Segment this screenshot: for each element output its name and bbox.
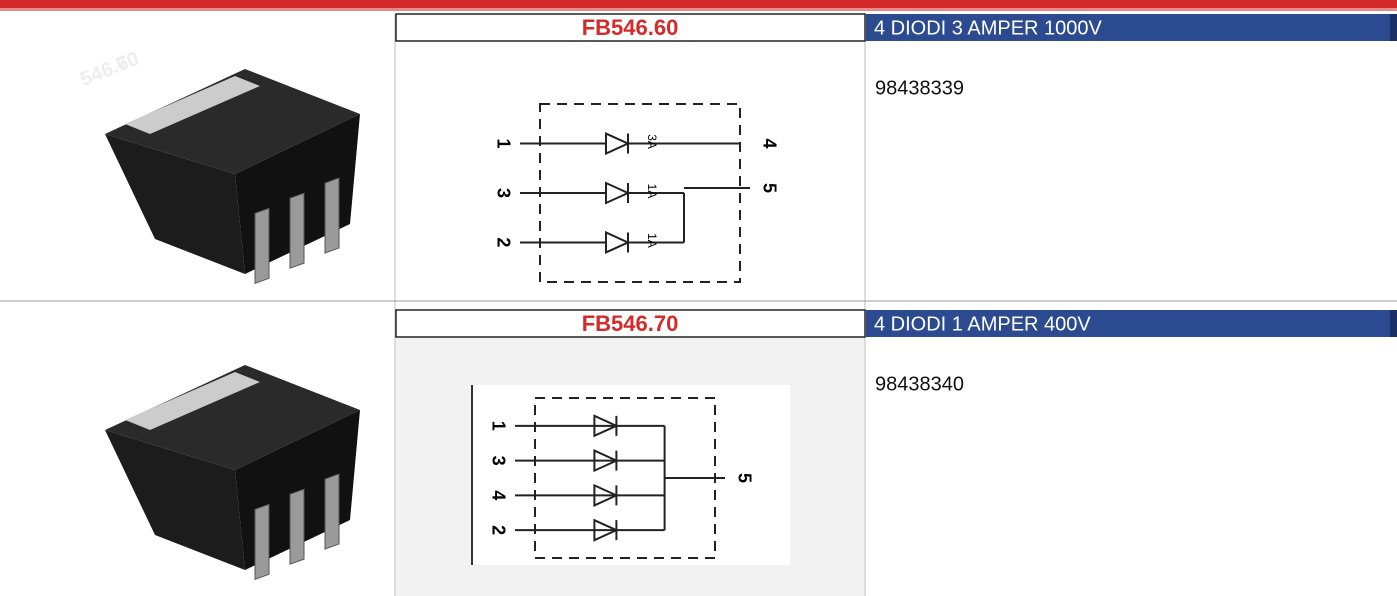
relay-side [105,430,245,570]
top-bar [0,0,1397,8]
diode [605,230,631,254]
diode [593,414,619,438]
description-box [866,14,1397,41]
rating-label: 3A [645,134,659,149]
relay-side [105,134,245,274]
diode [605,132,631,156]
diode [593,518,619,542]
code-box [395,13,866,42]
product-description: 4 DIODI 3 AMPER 1000V [874,17,1103,39]
diode [605,181,631,205]
diode [593,483,619,507]
pin-label: 3 [493,188,513,198]
rating-label: 1A [645,184,659,199]
product-code: FB546.70 [582,311,679,336]
relay-photo [105,365,360,581]
relay-top [105,69,360,174]
relay-terminal [289,488,305,565]
relay-terminal [254,503,270,581]
pin-label: 1 [488,421,508,431]
pin-label: 5 [734,473,754,483]
description-box [866,310,1397,337]
schematic: 1 3A 3 1A 2 1A 4 5 [493,103,779,283]
relay-marking: 546.70 [77,48,142,91]
product-code: FB546.60 [582,15,679,40]
relay-terminal [254,207,270,285]
part-number: 98438339 [875,77,964,99]
code-box [395,309,866,338]
schematic: 1 3 4 2 5 [471,385,790,565]
pin-label: 4 [759,139,779,149]
pin-label: 4 [488,490,508,500]
relay-logo-strip [125,76,260,134]
relay-terminal [324,473,340,550]
pin-label: 1 [493,139,513,149]
relay-terminal [289,192,305,269]
relay-photo [105,69,360,285]
pin-label: 5 [759,183,779,193]
description-edge [1390,310,1397,337]
relay-terminal [324,177,340,254]
schematic-image [472,385,790,565]
part-number: 98438340 [875,373,964,395]
pin-label: 2 [488,525,508,535]
pin-label: 2 [493,237,513,247]
relay-logo-strip [125,372,260,430]
relay-top [105,365,360,470]
top-bar-shade [0,8,1397,11]
description-edge [1390,14,1397,41]
rating-label: 1A [645,233,659,248]
product-description: 4 DIODI 1 AMPER 400V [874,313,1091,335]
pin-label: 3 [488,456,508,466]
diode [593,449,619,473]
